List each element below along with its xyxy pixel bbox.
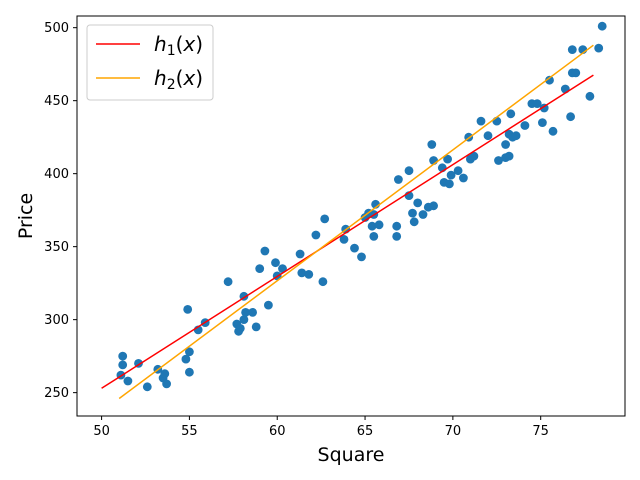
series-line-h2	[118, 44, 594, 400]
data-point	[295, 249, 305, 259]
data-point	[476, 116, 486, 126]
data-point	[241, 308, 251, 317]
y-tick-label: 450	[44, 94, 69, 109]
data-point	[446, 170, 456, 180]
data-point	[185, 367, 194, 377]
data-point	[278, 264, 287, 273]
legend-h1-subscript: 1	[167, 43, 176, 59]
data-point	[160, 369, 170, 379]
data-point	[123, 376, 133, 386]
data-point	[409, 217, 419, 227]
legend-h1-args: (x)	[176, 32, 203, 56]
plot-frame	[76, 15, 626, 417]
legend-h2-italic-h: h	[154, 66, 167, 90]
data-point	[413, 198, 423, 208]
legend-h2-args: (x)	[176, 66, 203, 90]
data-point	[597, 21, 607, 31]
data-point	[304, 270, 314, 279]
x-tick-label: 65	[357, 424, 374, 439]
data-point	[251, 322, 261, 332]
legend-h2-subscript: 2	[167, 77, 176, 93]
data-point	[239, 315, 249, 324]
legend: h1(x) h2(x)	[86, 24, 214, 101]
legend-h1-italic-h: h	[154, 32, 167, 56]
data-point	[248, 308, 257, 317]
data-point	[320, 214, 330, 224]
data-point	[255, 264, 265, 273]
data-point	[459, 173, 468, 183]
data-point	[571, 68, 581, 78]
data-point	[504, 151, 514, 161]
data-point	[545, 75, 554, 85]
data-point	[494, 156, 503, 165]
data-point	[408, 208, 417, 218]
data-point	[538, 118, 547, 127]
data-point	[506, 109, 516, 119]
data-point	[548, 126, 558, 136]
data-point	[453, 166, 463, 176]
x-tick-label: 70	[445, 424, 462, 439]
plot-layer	[101, 21, 607, 400]
data-point	[339, 235, 349, 244]
y-tick-label: 350	[44, 240, 69, 255]
data-point	[532, 99, 542, 108]
legend-label-h1: h1(x)	[154, 32, 203, 59]
data-point	[260, 246, 270, 256]
data-point	[369, 232, 379, 241]
y-tick-label: 300	[44, 313, 69, 328]
data-point	[350, 243, 359, 253]
data-point	[392, 221, 402, 231]
data-point	[162, 379, 172, 389]
data-point	[427, 140, 437, 149]
data-point	[443, 154, 452, 164]
data-point	[418, 210, 428, 219]
data-point	[566, 112, 575, 122]
data-point	[185, 347, 194, 357]
data-point	[264, 300, 273, 310]
x-tick-label: 50	[93, 424, 110, 439]
data-point	[235, 324, 245, 333]
data-point	[374, 220, 384, 230]
data-point	[357, 252, 366, 262]
data-point	[445, 179, 454, 189]
data-point	[367, 221, 377, 231]
data-point	[585, 91, 595, 101]
data-point	[142, 382, 152, 392]
x-tick-label: 75	[532, 424, 549, 439]
data-point	[118, 351, 128, 361]
data-point	[271, 258, 280, 268]
data-point	[560, 84, 570, 94]
data-point	[469, 151, 479, 161]
y-tick-label: 400	[44, 167, 69, 182]
series-line-h1	[101, 74, 594, 389]
data-point	[511, 131, 521, 141]
ticks-layer: 50 55 60 65 70 75 250 300 350 400 450 500	[44, 21, 549, 439]
data-point	[429, 201, 438, 211]
data-point	[311, 230, 321, 240]
x-tick-label: 55	[181, 424, 198, 439]
x-tick-label: 60	[269, 424, 286, 439]
data-point	[404, 166, 414, 176]
data-point	[181, 354, 191, 364]
legend-label-h2: h2(x)	[154, 66, 203, 93]
data-point	[118, 360, 128, 370]
data-point	[483, 131, 493, 141]
data-point	[223, 277, 233, 287]
y-axis-label: Price	[15, 193, 37, 239]
data-point	[183, 305, 193, 314]
data-point	[297, 268, 307, 278]
x-axis-label: Square	[318, 444, 385, 466]
data-point	[594, 43, 604, 53]
data-point	[392, 232, 402, 241]
data-point	[394, 175, 403, 184]
data-point	[501, 140, 510, 149]
data-point	[520, 121, 530, 130]
y-tick-label: 250	[44, 386, 69, 401]
data-point	[567, 45, 577, 54]
data-point	[318, 277, 328, 287]
y-tick-label: 500	[44, 21, 69, 36]
